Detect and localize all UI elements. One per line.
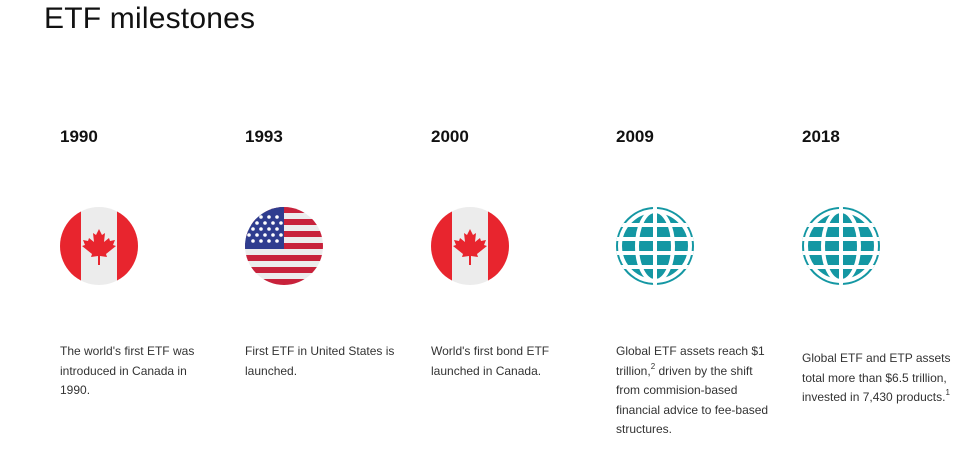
globe-icon xyxy=(802,207,880,285)
milestone-description: Global ETF and ETP assets total more tha… xyxy=(802,349,958,408)
canada-flag-icon xyxy=(431,207,509,285)
milestone-description: The world's first ETF was introduced in … xyxy=(60,344,195,397)
milestone-year: 1993 xyxy=(245,127,283,146)
milestone-description-part: driven by the shift from commision-based… xyxy=(616,363,769,437)
canada-flag-icon xyxy=(60,207,138,285)
milestone-description: Global ETF assets reach $1 trillion,2 dr… xyxy=(616,342,774,440)
milestone-year: 2018 xyxy=(802,127,840,146)
footnote-marker: 2 xyxy=(650,361,656,371)
milestone-year: 2000 xyxy=(431,127,469,146)
milestone-year: 2009 xyxy=(616,127,654,146)
milestone-description: World's first bond ETF launched in Canad… xyxy=(431,344,550,378)
page-title: ETF milestones xyxy=(44,2,256,35)
milestone-year: 1990 xyxy=(60,127,98,146)
footnote-marker: 1 xyxy=(945,388,950,397)
milestone-description-part: Global ETF and ETP assets total more tha… xyxy=(802,351,951,404)
us-flag-icon xyxy=(245,207,323,285)
milestone-description-part: Global ETF assets reach $1 trillion, xyxy=(616,344,765,378)
milestone-description: First ETF in United States is launched. xyxy=(245,344,395,378)
globe-icon xyxy=(616,207,694,285)
